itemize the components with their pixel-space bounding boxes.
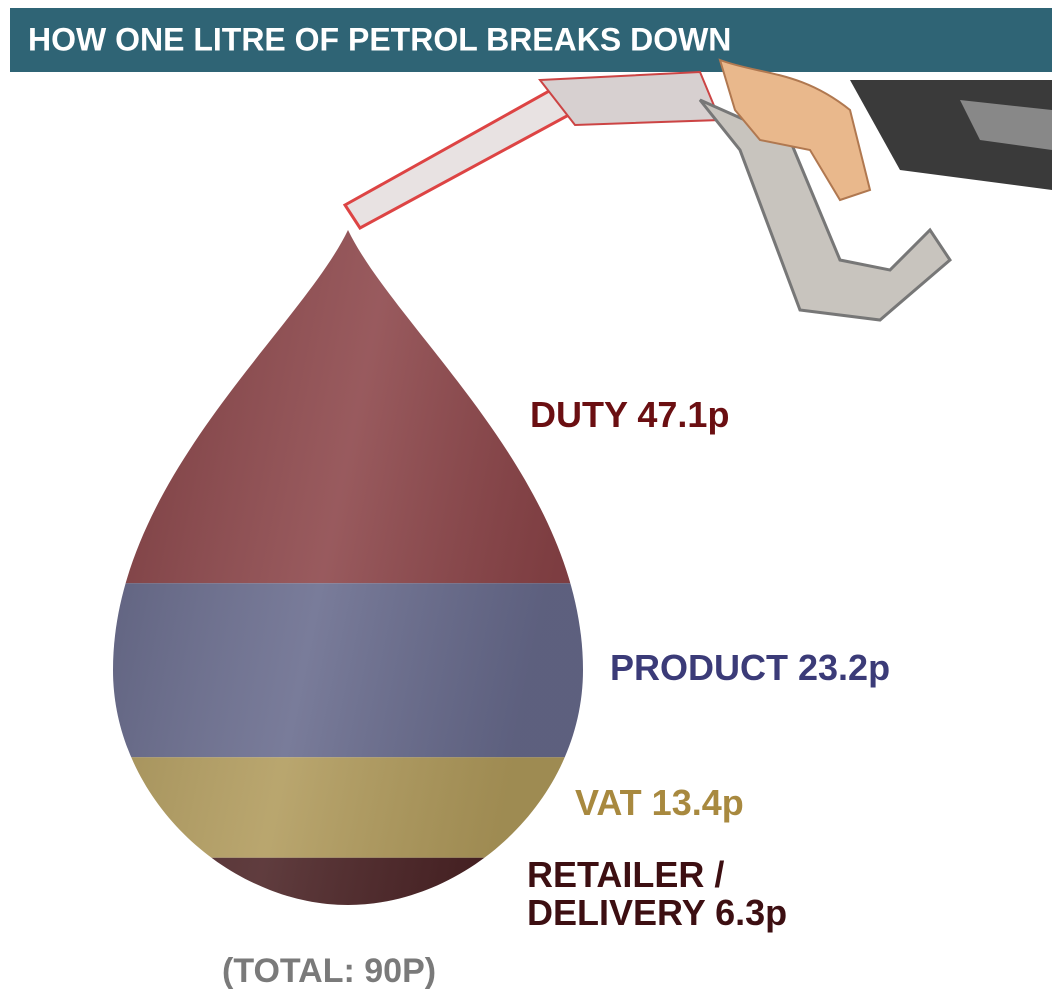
segment-label: RETAILER / DELIVERY 6.3p [527,856,847,932]
chart: HOW ONE LITRE OF PETROL BREAKS DOWN [0,0,1052,994]
legend-label: VAT [575,782,642,823]
legend-label: PRODUCT [610,647,788,688]
legend-label: DUTY [530,394,627,435]
drop-shine [113,230,583,905]
segment-label: DUTY 47.1p [530,396,729,434]
legend-label: RETAILER / DELIVERY [527,854,724,933]
value-label: 6.3p [715,892,787,933]
value-label: 23.2p [798,647,890,688]
value-label: 47.1p [637,394,729,435]
chart-title: HOW ONE LITRE OF PETROL BREAKS DOWN [28,21,731,57]
segment-label: VAT 13.4p [575,784,744,822]
value-label: 13.4p [652,782,744,823]
pump-nozzle [345,60,1052,320]
segment-label: PRODUCT 23.2p [610,649,890,687]
infographic: HOW ONE LITRE OF PETROL BREAKS DOWN (TOT… [0,0,1052,994]
total-label: (TOTAL: 90P) [222,952,436,991]
